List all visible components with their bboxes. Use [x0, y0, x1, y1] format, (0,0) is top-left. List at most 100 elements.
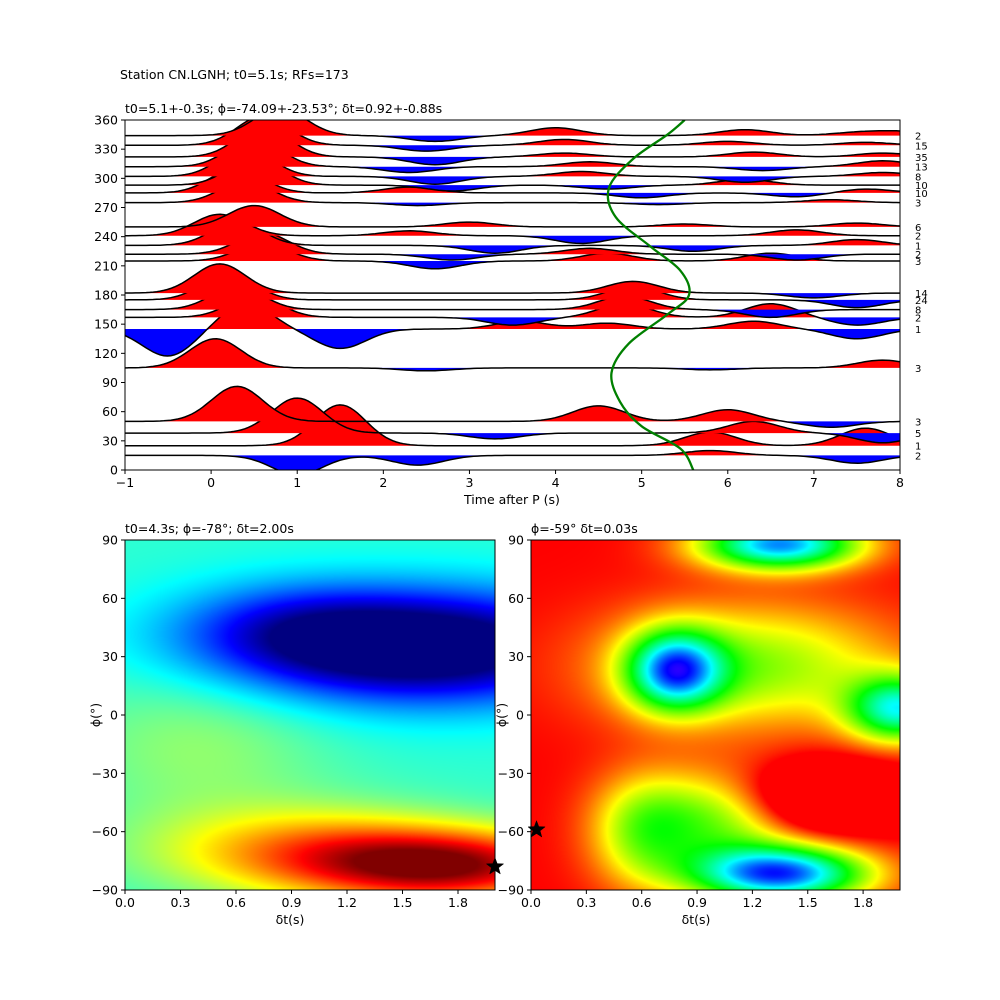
rf-x-tick-label: 7	[810, 475, 818, 490]
rf-axes: −1 0 1 2 3 4 5 6 7 803060901201501802102402703003…	[94, 113, 904, 491]
rf-trace-positive-fill	[125, 338, 900, 368]
rf-count-label: 1	[915, 442, 921, 453]
rf-count-label: 3	[915, 199, 921, 210]
right-map-y-tick-label: −90	[498, 883, 524, 898]
rf-x-tick-label: −1	[116, 475, 134, 490]
left-map-x-tick-label: 0.0	[115, 895, 135, 910]
rf-trace-negative-fill	[125, 367, 900, 371]
right-map-axes: 0.0 0.3 0.6 0.9 1.2 1.5 1.8 −90 −60 −30 0 30 60 90	[498, 533, 873, 911]
rf-trace-positive-fill	[125, 120, 900, 136]
right-map-x-tick-label: 1.2	[742, 895, 762, 910]
left-map-y-tick-label: 90	[102, 533, 118, 548]
rf-y-tick-label: 210	[94, 258, 118, 273]
right-min-star-marker	[527, 819, 546, 838]
rf-count-label: 24	[915, 296, 928, 307]
left-heatmap	[125, 540, 495, 890]
left-map-y-tick-label: −60	[92, 824, 118, 839]
rf-trace-line	[125, 120, 900, 152]
rf-count-label: 1	[915, 241, 921, 252]
rf-count-label: 35	[915, 153, 928, 164]
rf-trace-line	[125, 204, 900, 228]
rf-count-label: 2	[915, 313, 921, 324]
rf-trace-positive-fill	[125, 450, 900, 456]
energy-map-left: t0=4.3s; ϕ=-78°; δt=2.00s 0.0 0.3 0.6 0.9 1.…	[88, 521, 505, 927]
right-x-axis-label: δt(s)	[682, 912, 711, 927]
rf-trace-positive-fill	[125, 272, 900, 300]
rf-x-tick-label: 1	[293, 475, 301, 490]
left-map-x-tick-label: 1.8	[448, 895, 468, 910]
left-x-axis-label: δt(s)	[276, 912, 305, 927]
left-map-x-tick-label: 1.5	[393, 895, 413, 910]
rf-trace-negative-fill	[125, 421, 900, 428]
left-map-x-tick-label: 0.3	[171, 895, 191, 910]
rf-x-tick-label: 3	[465, 475, 473, 490]
rf-trace-line	[125, 449, 900, 470]
rf-y-tick-label: 0	[110, 463, 118, 478]
rf-trace-positive-fill	[125, 398, 900, 434]
rf-trace-positive-fill	[125, 386, 900, 422]
rf-y-tick-label: 180	[94, 288, 118, 303]
right-map-x-tick-label: 0.0	[521, 895, 541, 910]
rf-trace-line	[125, 120, 900, 143]
right-heatmap	[531, 540, 900, 890]
rf-count-label: 10	[915, 181, 928, 192]
rf-x-axis-label: Time after P (s)	[463, 492, 560, 507]
right-map-y-tick-label: 30	[508, 649, 524, 664]
left-y-axis-label: ϕ(°)	[88, 703, 103, 727]
rf-trace-line	[125, 338, 900, 372]
rf-panel: t0=5.1+-0.3s; ϕ=-74.09+-23.53°; δt=0.92+…	[94, 101, 928, 507]
right-map-y-tick-label: 90	[508, 533, 524, 548]
rf-trace-negative-fill	[125, 433, 900, 443]
rf-trace-negative-fill	[125, 261, 900, 269]
rf-trace-positive-fill	[125, 222, 900, 246]
rf-trace-positive-fill	[125, 286, 900, 310]
rf-y-tick-label: 60	[102, 404, 118, 419]
rf-trace-negative-fill	[125, 254, 900, 260]
rf-y-tick-label: 90	[102, 375, 118, 390]
figure-suptitle: Station CN.LGNH; t0=5.1s; RFs=173	[120, 67, 349, 82]
right-map-x-tick-label: 0.3	[576, 895, 596, 910]
rf-x-tick-label: 0	[207, 475, 215, 490]
right-map-x-tick-label: 1.8	[853, 895, 873, 910]
rf-x-tick-label: 6	[724, 475, 732, 490]
rf-count-label: 2	[915, 451, 921, 462]
rf-count-label: 5	[915, 429, 921, 440]
left-map-x-tick-label: 0.6	[226, 895, 246, 910]
rf-y-tick-label: 240	[94, 229, 118, 244]
rf-count-label: 6	[915, 223, 921, 234]
rf-count-label: 15	[915, 141, 928, 152]
right-map-x-tick-label: 0.9	[687, 895, 707, 910]
rf-y-tick-label: 120	[94, 346, 118, 361]
rf-trace-negative-fill	[125, 192, 900, 198]
rf-y-tick-label: 150	[94, 317, 118, 332]
rf-count-label: 8	[915, 306, 921, 317]
rf-trace-negative-fill	[125, 317, 900, 326]
rf-trace-line	[125, 397, 900, 444]
left-map-axes: 0.0 0.3 0.6 0.9 1.2 1.5 1.8 −90 −60 −30 0 30 60 90	[92, 533, 468, 911]
rf-count-label: 13	[915, 163, 928, 174]
rf-count-label: 2	[915, 232, 921, 243]
right-map-x-tick-label: 0.6	[632, 895, 652, 910]
rf-trace-positive-fill	[125, 147, 900, 177]
rf-count-label: 3	[915, 257, 921, 268]
right-map-title: ϕ=-59° δt=0.03s	[531, 521, 638, 536]
rf-count-label: 3	[915, 364, 921, 375]
rf-count-label: 2	[915, 132, 921, 143]
left-map-y-tick-label: 30	[102, 649, 118, 664]
left-map-y-tick-label: −30	[92, 766, 118, 781]
left-map-y-tick-label: 60	[102, 591, 118, 606]
left-map-y-tick-label: −90	[92, 883, 118, 898]
rf-trace-negative-fill	[125, 176, 900, 185]
rf-count-label: 2	[915, 250, 921, 261]
rf-count-label: 8	[915, 172, 921, 183]
rf-panel-title: t0=5.1+-0.3s; ϕ=-74.09+-23.53°; δt=0.92+…	[125, 101, 442, 116]
rf-y-tick-label: 30	[102, 433, 118, 448]
left-map-title: t0=4.3s; ϕ=-78°; δt=2.00s	[125, 521, 294, 536]
right-map-x-tick-label: 1.5	[798, 895, 818, 910]
rf-trace-line	[125, 213, 900, 245]
rf-trace-negative-fill	[125, 329, 900, 356]
rf-trace-line	[125, 404, 900, 447]
rf-y-tick-label: 330	[94, 142, 118, 157]
